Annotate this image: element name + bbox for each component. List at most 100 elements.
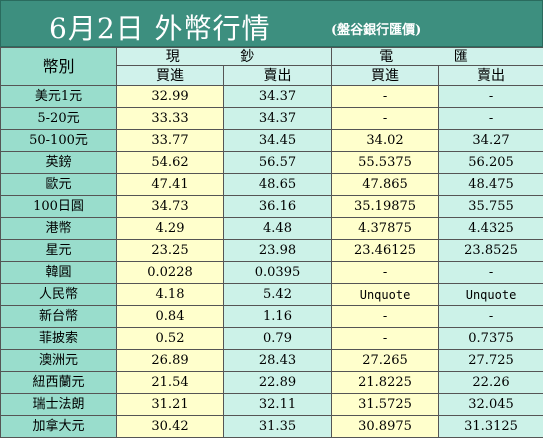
currency-name: 100日圓 xyxy=(0,195,117,218)
transfer-buy-value: - xyxy=(331,305,440,328)
cash-sell-value: 22.89 xyxy=(222,371,333,394)
transfer-sell-value: 31.3125 xyxy=(438,415,543,438)
transfer-sell-value: 4.4325 xyxy=(438,217,543,240)
cash-buy-value: 33.77 xyxy=(116,129,224,152)
transfer-buy-value: 4.37875 xyxy=(331,217,440,240)
cash-sell-value: 34.45 xyxy=(222,129,333,152)
currency-name: 5-20元 xyxy=(0,107,117,130)
table-row: 人民幣 4.18 5.42 Unquote Unquote xyxy=(0,283,543,306)
transfer-sell-value: 22.26 xyxy=(438,371,543,394)
transfer-buy-value: - xyxy=(331,85,440,108)
table-row: 菲披索 0.52 0.79-0.7375 xyxy=(0,327,543,350)
transfer-sell-value: - xyxy=(438,261,543,284)
transfer-buy-value: - xyxy=(331,261,440,284)
currency-name: 韓圓 xyxy=(0,261,117,284)
currency-name: 英鎊 xyxy=(0,151,117,174)
transfer-buy-value: 35.19875 xyxy=(331,195,440,218)
table-row: 星元 23.25 23.98 23.46125 23.8525 xyxy=(0,239,543,262)
currency-name: 新台幣 xyxy=(0,305,117,328)
transfer-buy-value: - xyxy=(331,327,440,350)
currency-name: 瑞士法朗 xyxy=(0,393,117,416)
cash-buy-value: 47.41 xyxy=(116,173,224,196)
cash-buy-value: 30.42 xyxy=(116,415,224,438)
cash-sell-value: 36.16 xyxy=(222,195,333,218)
cash-sell-value: 4.48 xyxy=(222,217,333,240)
cash-sell-value: 56.57 xyxy=(222,151,333,174)
cash-buy-value: 26.89 xyxy=(116,349,224,372)
transfer-sell-value: 56.205 xyxy=(438,151,543,174)
cash-buy-value: 4.18 xyxy=(116,283,224,306)
cash-sell-value: 1.16 xyxy=(222,305,333,328)
transfer-sell-value: - xyxy=(438,107,543,130)
transfer-buy-value: Unquote xyxy=(331,283,440,306)
currency-name: 菲披索 xyxy=(0,327,117,350)
transfer-buy-value: 21.8225 xyxy=(331,371,440,394)
transfer-buy-value: - xyxy=(331,107,440,130)
cash-buy-value: 54.62 xyxy=(116,151,224,174)
transfer-buy-header: 買進 xyxy=(331,65,440,86)
transfer-buy-value: 34.02 xyxy=(331,129,440,152)
cash-sell-value: 31.35 xyxy=(222,415,333,438)
cash-buy-value: 4.29 xyxy=(116,217,224,240)
transfer-sell-value: 48.475 xyxy=(438,173,543,196)
currency-name: 港幣 xyxy=(0,217,117,240)
cash-sell-value: 28.43 xyxy=(222,349,333,372)
currency-name: 星元 xyxy=(0,239,117,262)
transfer-sell-value: 32.045 xyxy=(438,393,543,416)
table-row: 加拿大元 30.42 31.35 30.8975 31.3125 xyxy=(0,415,543,438)
cash-sell-value: 23.98 xyxy=(222,239,333,262)
currency-name: 紐西蘭元 xyxy=(0,371,117,394)
cash-buy-header: 買進 xyxy=(116,65,224,86)
transfer-sell-header: 賣出 xyxy=(438,65,543,86)
cash-buy-value: 23.25 xyxy=(116,239,224,262)
currency-header: 幣別 xyxy=(0,47,117,86)
cash-buy-value: 34.73 xyxy=(116,195,224,218)
cash-buy-value: 0.52 xyxy=(116,327,224,350)
currency-name: 加拿大元 xyxy=(0,415,117,438)
transfer-sell-value: 0.7375 xyxy=(438,327,543,350)
cash-sell-header: 賣出 xyxy=(222,65,333,86)
rate-table: 幣別 現 鈔 電 匯 買進 賣出 買進 賣出 美元1元 32.99 34.37- -5… xyxy=(0,47,543,438)
transfer-sell-value: Unquote xyxy=(438,283,543,306)
cash-sell-value: 0.0395 xyxy=(222,261,333,284)
title-bar: 6月2日 外幣行情 (盤谷銀行匯價) xyxy=(0,0,543,47)
table-row: 港幣 4.29 4.48 4.37875 4.4325 xyxy=(0,217,543,240)
table-row: 5-20元 33.33 34.37- - xyxy=(0,107,543,130)
transfer-buy-value: 47.865 xyxy=(331,173,440,196)
cash-buy-value: 0.0228 xyxy=(116,261,224,284)
table-row: 歐元 47.41 48.65 47.865 48.475 xyxy=(0,173,543,196)
currency-name: 歐元 xyxy=(0,173,117,196)
header-row-bottom: 買進 賣出 買進 賣出 xyxy=(1,65,543,86)
transfer-buy-value: 30.8975 xyxy=(331,415,440,438)
cash-buy-value: 21.54 xyxy=(116,371,224,394)
transfer-sell-value: - xyxy=(438,85,543,108)
table-row: 澳洲元 26.89 28.43 27.265 27.725 xyxy=(0,349,543,372)
transfer-sell-value: 23.8525 xyxy=(438,239,543,262)
cash-buy-value: 32.99 xyxy=(116,85,224,108)
page-title: 6月2日 外幣行情 xyxy=(49,12,271,45)
table-row: 紐西蘭元 21.54 22.89 21.8225 22.26 xyxy=(0,371,543,394)
transfer-buy-value: 23.46125 xyxy=(331,239,440,262)
table-row: 50-100元 33.77 34.45 34.02 34.27 xyxy=(0,129,543,152)
currency-name: 50-100元 xyxy=(0,129,117,152)
transfer-buy-value: 55.5375 xyxy=(331,151,440,174)
table-row: 韓圓 0.0228 0.0395- - xyxy=(0,261,543,284)
transfer-header: 電 匯 xyxy=(331,47,543,66)
currency-name: 美元1元 xyxy=(0,85,117,108)
transfer-sell-value: 35.755 xyxy=(438,195,543,218)
cash-sell-value: 5.42 xyxy=(222,283,333,306)
currency-name: 人民幣 xyxy=(0,283,117,306)
table-row: 瑞士法朗 31.21 32.11 31.5725 32.045 xyxy=(0,393,543,416)
rate-rows: 美元1元 32.99 34.37- -5-20元 33.33 34.37- -50-100元… xyxy=(0,85,543,438)
cash-sell-value: 34.37 xyxy=(222,107,333,130)
cash-sell-value: 34.37 xyxy=(222,85,333,108)
cash-buy-value: 0.84 xyxy=(116,305,224,328)
transfer-sell-value: 34.27 xyxy=(438,129,543,152)
cash-buy-value: 33.33 xyxy=(116,107,224,130)
cash-sell-value: 32.11 xyxy=(222,393,333,416)
cash-buy-value: 31.21 xyxy=(116,393,224,416)
transfer-sell-value: 27.725 xyxy=(438,349,543,372)
table-row: 美元1元 32.99 34.37- - xyxy=(0,85,543,108)
transfer-sell-value: - xyxy=(438,305,543,328)
